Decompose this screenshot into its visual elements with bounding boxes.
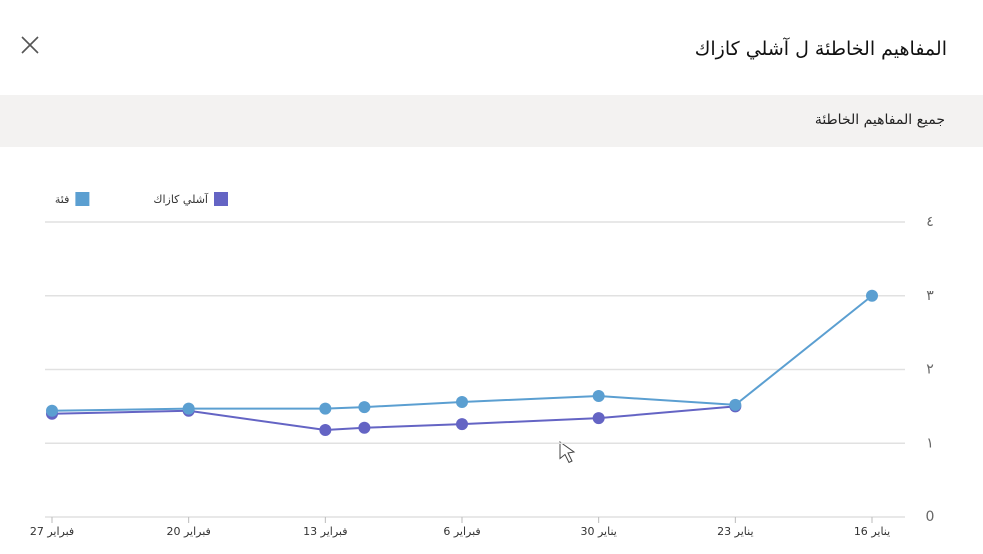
x-tick-label: 6 فبراير [443,525,480,538]
data-point [358,421,371,434]
data-point [319,423,332,436]
x-tick-label: 13 فبراير [303,525,347,538]
y-tick-label: ٢ [926,362,934,378]
data-point [456,418,468,431]
legend-swatch [75,192,90,206]
x-tick-label: 30 يناير [580,525,616,538]
data-point [358,401,371,414]
data-point [592,412,605,425]
series-line [51,294,873,412]
y-tick-label: 0 [926,509,935,525]
data-point [46,404,58,417]
data-point [456,395,468,408]
x-tick-label: 23 يناير [717,525,753,538]
data-point [866,289,878,302]
legend-swatch [214,192,228,206]
y-tick-label: ٣ [926,288,934,304]
data-point [592,390,605,403]
x-tick-label: 16 يناير [854,525,890,538]
legend-label: فئة [55,193,69,206]
legend-label: آشلي كازاك [153,192,209,206]
y-tick-label: ٤ [926,214,934,230]
data-point [319,402,332,415]
x-tick-label: 20 فبراير [166,525,210,538]
data-point [182,402,195,415]
section-band [0,95,983,147]
panel-title: المفاهيم الخاطئة ل آشلي كازاك [694,38,947,60]
section-title: جميع المفاهيم الخاطئة [814,112,945,128]
close-button[interactable] [20,35,40,55]
x-tick-label: 27 فبراير [30,525,74,538]
cursor [559,441,576,464]
y-tick-label: ١ [926,435,934,451]
chart: 0 ١ ٢ ٣ ٤ 16 يناير 23 يناير 30 يناير 6 فبراير 13 … [30,192,935,538]
data-point [729,398,742,411]
